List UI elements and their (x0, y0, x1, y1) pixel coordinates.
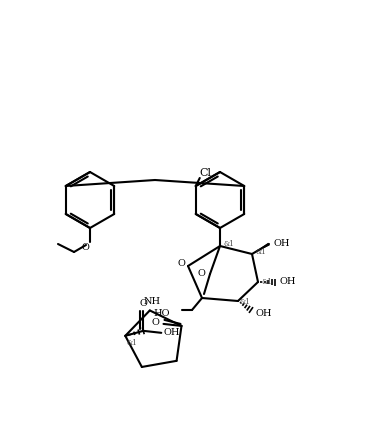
Text: OH: OH (256, 308, 272, 317)
Text: O: O (81, 243, 89, 252)
Text: &1: &1 (240, 298, 251, 306)
Text: &1: &1 (261, 278, 272, 286)
Text: O: O (139, 299, 147, 308)
Text: &1: &1 (255, 248, 266, 256)
Text: Cl: Cl (200, 168, 212, 178)
Polygon shape (252, 243, 270, 254)
Text: &1: &1 (126, 339, 137, 347)
Text: O: O (177, 259, 185, 268)
Text: OH: OH (280, 277, 296, 286)
Text: &1: &1 (224, 240, 235, 248)
Text: HO: HO (154, 308, 170, 317)
Text: OH: OH (274, 240, 290, 249)
Text: O: O (197, 270, 205, 279)
Text: NH: NH (143, 298, 160, 307)
Text: O: O (152, 319, 159, 327)
Text: OH: OH (163, 329, 180, 337)
